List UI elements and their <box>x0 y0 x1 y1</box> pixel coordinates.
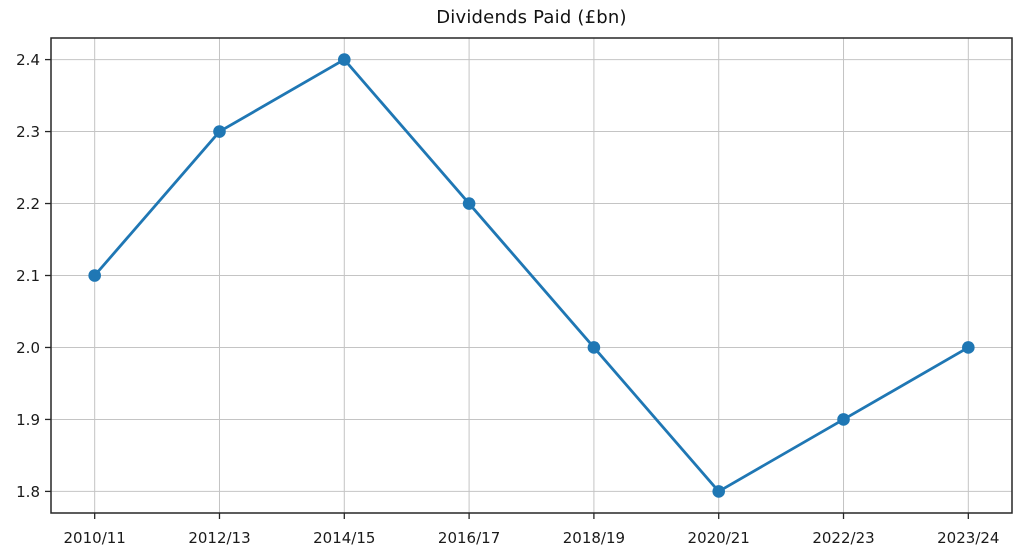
x-tick-label: 2020/21 <box>688 529 750 547</box>
y-tick-label: 2.4 <box>16 51 40 69</box>
data-point <box>213 125 226 138</box>
x-tick-label: 2016/17 <box>438 529 500 547</box>
y-tick-label: 1.8 <box>16 483 40 501</box>
x-tick-label: 2012/13 <box>188 529 250 547</box>
y-tick-label: 2.1 <box>16 267 40 285</box>
data-point <box>462 197 476 210</box>
x-tick-label: 2014/15 <box>313 529 375 547</box>
data-point <box>337 53 351 66</box>
y-tick-label: 2.3 <box>16 123 40 141</box>
data-point <box>88 269 101 282</box>
data-point <box>587 341 601 354</box>
data-point <box>962 341 975 354</box>
y-tick-label: 2.0 <box>16 339 40 357</box>
y-tick-label: 2.2 <box>16 195 40 213</box>
x-tick-label: 2018/19 <box>563 529 625 547</box>
x-tick-label: 2010/11 <box>64 529 126 547</box>
x-tick-label: 2023/24 <box>937 529 999 547</box>
y-tick-label: 1.9 <box>16 411 40 429</box>
chart-title: Dividends Paid (£bn) <box>436 7 627 28</box>
data-point <box>837 413 850 426</box>
data-point <box>712 485 726 498</box>
series-line <box>93 58 970 493</box>
x-tick-label: 2022/23 <box>812 529 874 547</box>
